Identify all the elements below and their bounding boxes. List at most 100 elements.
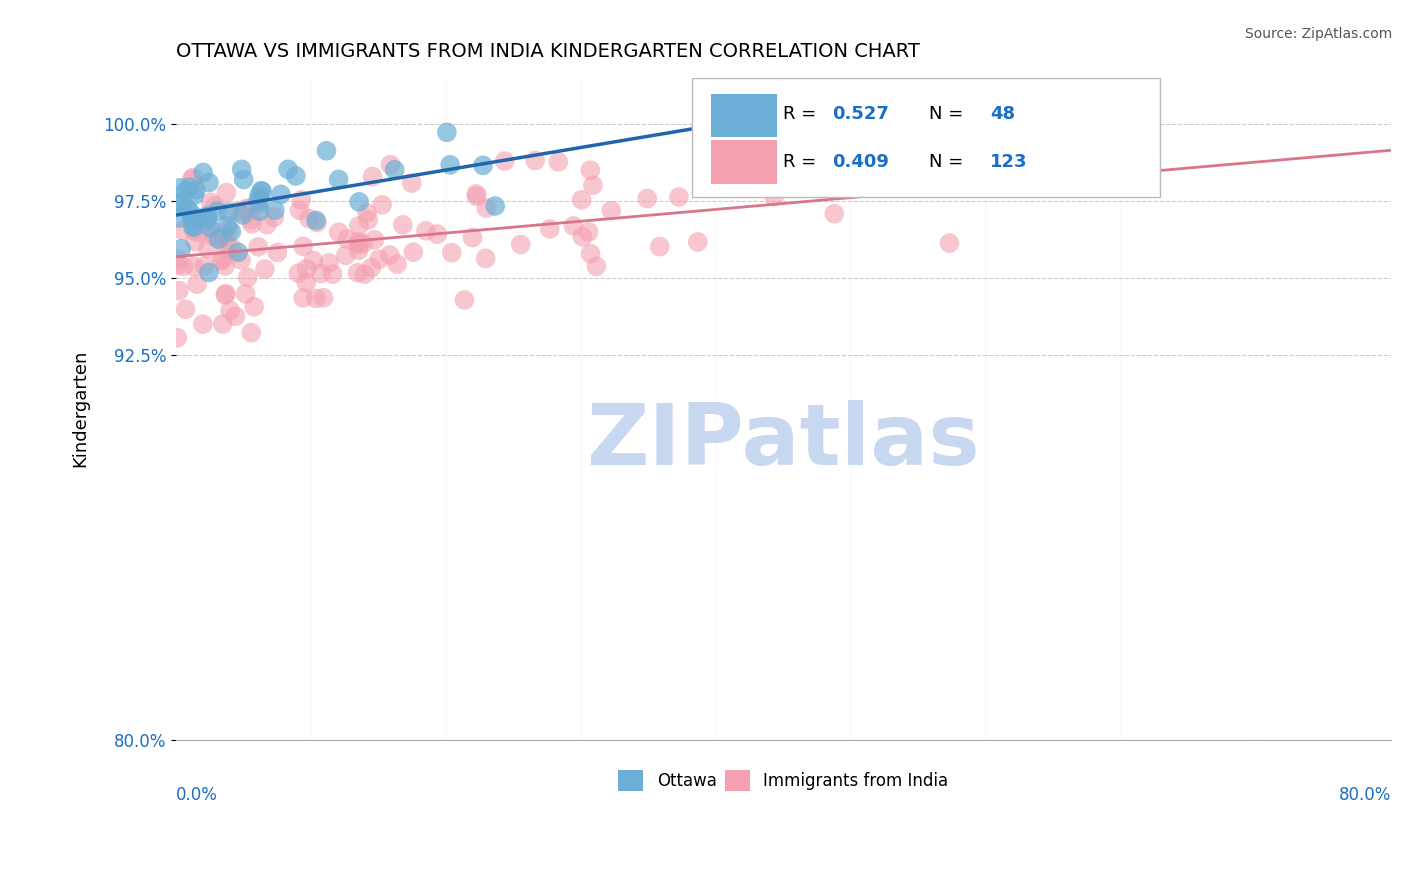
Immigrants from India [347,235,370,249]
Ottawa [179,180,201,194]
Immigrants from India [188,226,211,240]
Ottawa [384,162,406,177]
Immigrants from India [648,239,671,253]
Ottawa [347,194,370,209]
Immigrants from India [292,239,315,253]
Immigrants from India [214,288,236,302]
Ottawa [166,197,188,211]
Legend: Ottawa, Immigrants from India: Ottawa, Immigrants from India [612,764,955,797]
Immigrants from India [402,245,425,260]
Ottawa [183,219,205,234]
Immigrants from India [202,226,225,240]
Ottawa [263,203,285,218]
Immigrants from India [253,262,276,277]
Ottawa [246,194,269,209]
Ottawa [195,213,218,227]
Ottawa [231,162,253,177]
Immigrants from India [538,222,561,236]
Immigrants from India [166,331,188,345]
Immigrants from India [571,193,593,207]
Immigrants from India [218,222,240,236]
Immigrants from India [263,210,285,224]
Immigrants from India [240,217,263,231]
Ottawa [226,245,249,260]
Immigrants from India [295,261,318,276]
Ottawa [207,232,229,246]
Immigrants from India [302,253,325,268]
Ottawa [191,165,214,179]
Immigrants from India [474,252,496,266]
Immigrants from India [368,252,391,267]
Ottawa [232,172,254,186]
Immigrants from India [353,267,375,281]
Immigrants from India [322,267,344,281]
Ottawa [439,158,461,172]
Text: 48: 48 [990,105,1015,123]
Ottawa [170,196,193,211]
Ottawa [181,219,204,234]
Immigrants from India [172,260,194,274]
Immigrants from India [357,212,380,227]
Ottawa [186,183,208,197]
Immigrants from India [475,201,498,215]
Ottawa [472,158,495,172]
Immigrants from India [191,317,214,331]
Immigrants from India [186,277,208,292]
Immigrants from India [494,154,516,169]
Immigrants from India [815,175,838,189]
Text: R =: R = [783,153,823,171]
Ottawa [198,220,221,235]
Immigrants from India [600,203,623,218]
Immigrants from India [335,248,357,262]
Immigrants from India [426,227,449,241]
Immigrants from India [221,241,243,255]
Immigrants from India [392,218,415,232]
Immigrants from India [287,266,309,280]
Ottawa [167,211,190,225]
Immigrants from India [578,225,600,239]
Text: R =: R = [783,105,823,123]
Immigrants from India [686,235,709,249]
Text: 80.0%: 80.0% [1339,786,1391,804]
Immigrants from India [180,172,202,186]
FancyBboxPatch shape [710,140,778,184]
FancyBboxPatch shape [692,78,1160,197]
Immigrants from India [235,286,257,301]
Immigrants from India [240,326,263,340]
Ottawa [198,176,221,190]
Ottawa [221,225,243,239]
FancyBboxPatch shape [710,95,778,137]
Ottawa [207,204,229,219]
Ottawa [270,187,292,202]
Immigrants from India [243,300,266,314]
Ottawa [180,206,202,220]
Immigrants from India [571,229,593,244]
Immigrants from India [668,190,690,204]
Ottawa [315,144,337,158]
Immigrants from India [465,186,488,201]
Ottawa [183,188,205,202]
Immigrants from India [239,212,262,227]
Immigrants from India [212,229,235,244]
Ottawa [177,202,200,216]
Immigrants from India [172,223,194,237]
Immigrants from India [187,211,209,226]
Immigrants from India [346,266,368,280]
Immigrants from India [183,223,205,237]
Immigrants from India [249,194,271,208]
Immigrants from India [236,202,259,216]
Ottawa [169,181,191,195]
Immigrants from India [236,270,259,285]
Immigrants from India [215,242,238,256]
Immigrants from India [211,252,233,267]
Immigrants from India [347,244,370,258]
Immigrants from India [166,252,188,266]
Immigrants from India [211,253,233,268]
Immigrants from India [579,163,602,178]
Ottawa [484,199,506,213]
Text: Source: ZipAtlas.com: Source: ZipAtlas.com [1244,27,1392,41]
Immigrants from India [215,286,238,301]
Immigrants from India [440,245,463,260]
Ottawa [218,205,240,219]
Ottawa [247,188,270,202]
